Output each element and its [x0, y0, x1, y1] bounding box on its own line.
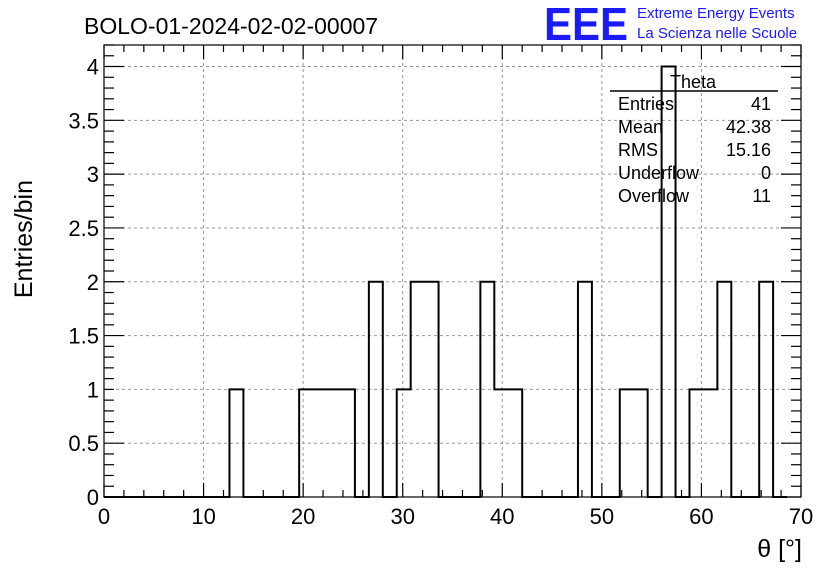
y-tick-label: 0.5: [68, 431, 99, 456]
stats-label: Mean: [618, 117, 663, 137]
eee-logo: EEE Extreme Energy Events La Scienza nel…: [544, 0, 797, 50]
stats-value: 41: [751, 94, 771, 114]
x-axis-label: θ [°]: [757, 535, 802, 563]
x-tick-label: 70: [789, 504, 813, 529]
stats-rows: Entries 41 Mean 42.38 RMS 15.16 Underflow 0 Over…: [618, 94, 771, 206]
stats-value: 15.16: [726, 140, 771, 160]
stats-value: 0: [761, 163, 771, 183]
y-axis-label: Entries/bin: [10, 180, 38, 298]
stats-label: Entries: [618, 94, 674, 114]
stats-label: RMS: [618, 140, 658, 160]
stats-label: Underflow: [618, 163, 700, 183]
y-tick-label: 2: [87, 270, 99, 295]
x-tick-labels: 0 10 20 30 40 50 60 70: [98, 504, 813, 529]
histogram-bin: [299, 389, 313, 497]
stats-value: 42.38: [726, 117, 771, 137]
axis-ticks: [103, 44, 802, 498]
stats-label: Overflow: [618, 186, 690, 206]
y-tick-label: 0: [87, 485, 99, 510]
x-tick-label: 0: [98, 504, 110, 529]
x-tick-label: 10: [191, 504, 215, 529]
plot-frame: [103, 44, 802, 498]
eee-logo-mark: EEE: [544, 0, 628, 50]
y-tick-label: 3.5: [68, 108, 99, 133]
x-tick-label: 30: [390, 504, 414, 529]
x-tick-label: 20: [291, 504, 315, 529]
grid: [104, 45, 801, 497]
logo-line-1: Extreme Energy Events: [637, 5, 795, 22]
y-tick-labels: 0 0.5 1 1.5 2 2.5 3 3.5 4: [68, 55, 99, 510]
y-tick-label: 3: [87, 162, 99, 187]
y-tick-label: 2.5: [68, 216, 99, 241]
stats-name: Theta: [670, 72, 717, 92]
x-tick-label: 50: [590, 504, 614, 529]
stats-value: 11: [752, 186, 771, 206]
y-tick-label: 1.5: [68, 324, 99, 349]
x-tick-label: 40: [490, 504, 514, 529]
chart-title: BOLO-01-2024-02-02-00007: [84, 13, 378, 39]
stats-box: Theta Entries 41 Mean 42.38 RMS 15.16 Underflo…: [610, 72, 778, 206]
x-tick-label: 60: [689, 504, 713, 529]
logo-line-2: La Scienza nelle Scuole: [637, 25, 797, 42]
y-tick-label: 1: [87, 377, 99, 402]
y-tick-label: 4: [87, 55, 99, 80]
